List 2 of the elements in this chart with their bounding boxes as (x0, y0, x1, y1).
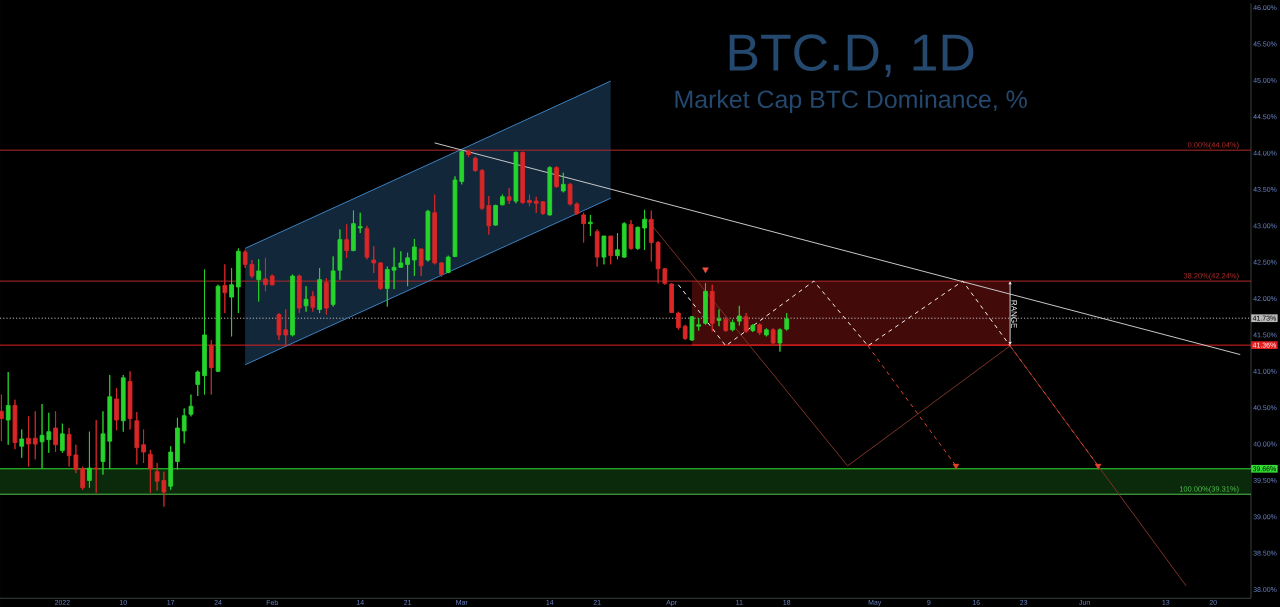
text: Market Cap BTC Dominance, % (675, 89, 1027, 114)
text: BTC.D, 1D (729, 34, 974, 78)
